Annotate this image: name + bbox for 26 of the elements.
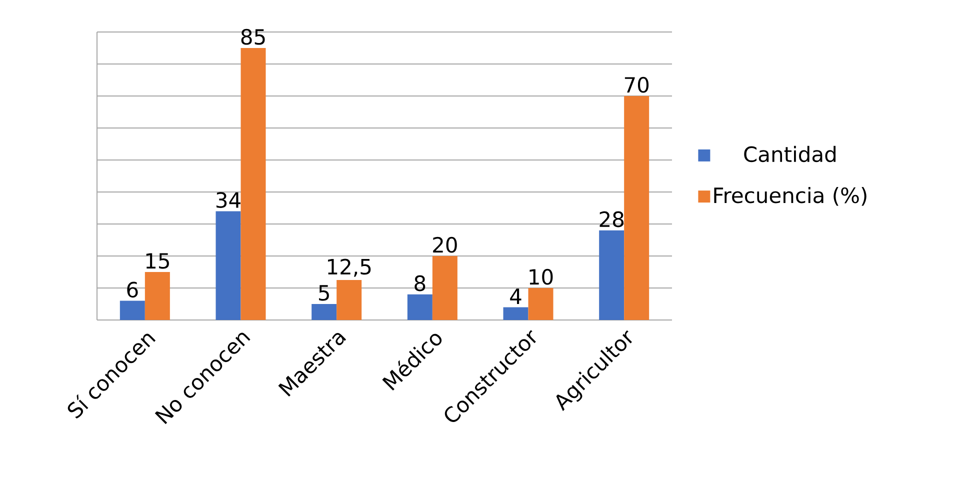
bar <box>503 307 528 320</box>
bar <box>336 280 362 320</box>
data-label: 28 <box>600 211 624 228</box>
data-label: 10 <box>530 268 553 285</box>
bar <box>216 211 241 320</box>
data-label: 20 <box>433 236 457 253</box>
legend-label: Cantidad <box>744 146 836 162</box>
data-label: 34 <box>216 192 240 208</box>
data-label: 12,5 <box>328 258 371 277</box>
data-label: 85 <box>241 28 265 45</box>
bar <box>120 300 145 320</box>
bar <box>432 256 458 320</box>
data-label: 6 <box>127 282 138 298</box>
bar <box>407 294 432 320</box>
bar <box>144 272 170 320</box>
bar <box>312 304 337 320</box>
data-label: 4 <box>510 288 522 304</box>
bar <box>528 288 554 320</box>
legend-label: Frecuencia (%) <box>714 187 866 206</box>
bar <box>240 48 266 320</box>
bar <box>599 230 624 320</box>
bar <box>624 96 650 320</box>
data-label: 15 <box>146 253 169 269</box>
data-label: 70 <box>624 76 649 93</box>
data-label: 5 <box>319 285 329 301</box>
data-label: 8 <box>414 275 426 292</box>
